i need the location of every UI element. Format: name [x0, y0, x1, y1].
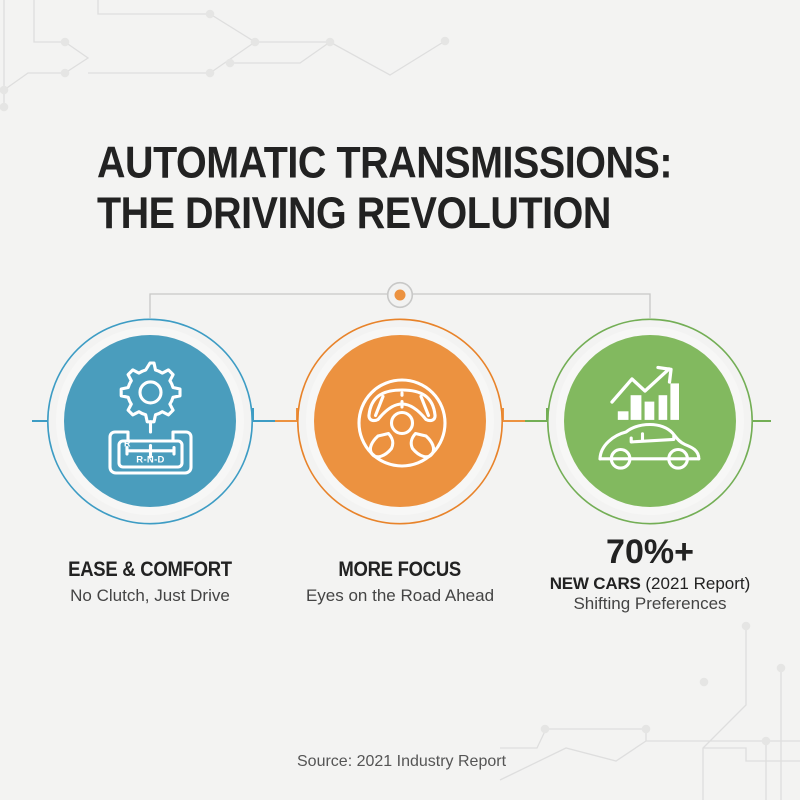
svg-text:R: R — [124, 439, 131, 449]
svg-text:R-N-D: R-N-D — [136, 455, 164, 466]
